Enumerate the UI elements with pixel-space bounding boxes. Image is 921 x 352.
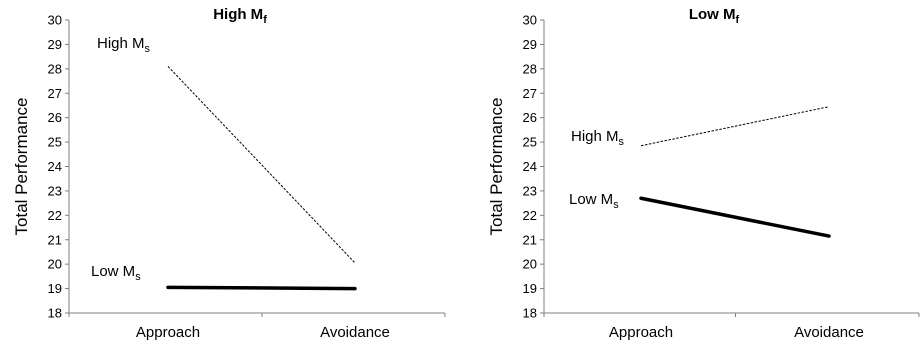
- series-line-high-ms: [167, 66, 356, 264]
- y-tick-label: 21: [48, 232, 62, 247]
- chart-panel-1: 18 19 20 21 22 23 24 25 26 27 28 29 30 Approach Avoida…: [12, 6, 446, 341]
- series-label-high-ms-subscript: s: [145, 43, 151, 55]
- y-tick-label: 25: [48, 135, 62, 150]
- chart-title-subscript: f: [263, 14, 267, 26]
- y-tick-label: 19: [48, 281, 62, 296]
- y-tick-label: 19: [523, 281, 537, 296]
- chart-title: Low Mf: [689, 6, 740, 26]
- y-tick-label: 23: [523, 183, 537, 198]
- chart-title: High Mf: [213, 6, 267, 26]
- y-tick-label: 24: [48, 159, 62, 174]
- series-label-low-ms-main: Low M: [569, 191, 613, 208]
- y-tick-label: 20: [48, 257, 62, 272]
- series-label-low-ms-subscript: s: [613, 199, 619, 211]
- y-tick-label: 27: [48, 86, 62, 101]
- y-tick-label: 29: [523, 37, 537, 52]
- series-label-low-ms-subscript: s: [135, 271, 141, 283]
- series-label-high-ms-subscript: s: [619, 136, 625, 148]
- series-label-low-ms: Low Ms: [569, 191, 619, 211]
- series-line-low-ms: [639, 196, 831, 238]
- y-tick-label: 28: [48, 61, 62, 76]
- y-axis-label: Total Performance: [487, 98, 506, 236]
- y-tick-label: 21: [523, 232, 537, 247]
- y-tick-label: 27: [523, 86, 537, 101]
- series-label-high-ms: High Ms: [97, 35, 151, 55]
- x-tick-label: Approach: [136, 324, 200, 341]
- x-tick-label: Approach: [609, 324, 673, 341]
- y-tick-label: 25: [523, 135, 537, 150]
- y-tick-label: 22: [48, 208, 62, 223]
- y-tick-label: 23: [48, 183, 62, 198]
- x-tick-label: Avoidance: [320, 324, 390, 341]
- series-label-high-ms-main: High M: [97, 35, 145, 52]
- y-tick-label: 24: [523, 159, 537, 174]
- y-tick-label: 28: [523, 61, 537, 76]
- y-tick-label: 18: [523, 306, 537, 321]
- x-tick-label: Avoidance: [794, 324, 864, 341]
- y-tick-label: 22: [523, 208, 537, 223]
- series-label-low-ms-main: Low M: [91, 263, 135, 280]
- chart-title-main: Low M: [689, 6, 736, 23]
- y-tick-label: 20: [523, 257, 537, 272]
- y-tick-label: 26: [523, 110, 537, 125]
- series-label-high-ms: High Ms: [571, 128, 625, 148]
- series-label-high-ms-main: High M: [571, 128, 619, 145]
- series-line-low-ms: [166, 285, 357, 291]
- chart-title-subscript: f: [736, 14, 740, 26]
- chart-panel-2: 18 19 20 21 22 23 24 25 26 27 28 29 30 Approach Avoida…: [487, 6, 920, 341]
- y-tick-label: 18: [48, 306, 62, 321]
- y-tick-label: 26: [48, 110, 62, 125]
- series-line-high-ms: [640, 106, 830, 147]
- chart-title-main: High M: [213, 6, 263, 23]
- y-tick-label: 30: [523, 13, 537, 28]
- y-tick-label: 29: [48, 37, 62, 52]
- y-tick-label: 30: [48, 13, 62, 28]
- y-axis-label: Total Performance: [12, 98, 31, 236]
- series-label-low-ms: Low Ms: [91, 263, 141, 283]
